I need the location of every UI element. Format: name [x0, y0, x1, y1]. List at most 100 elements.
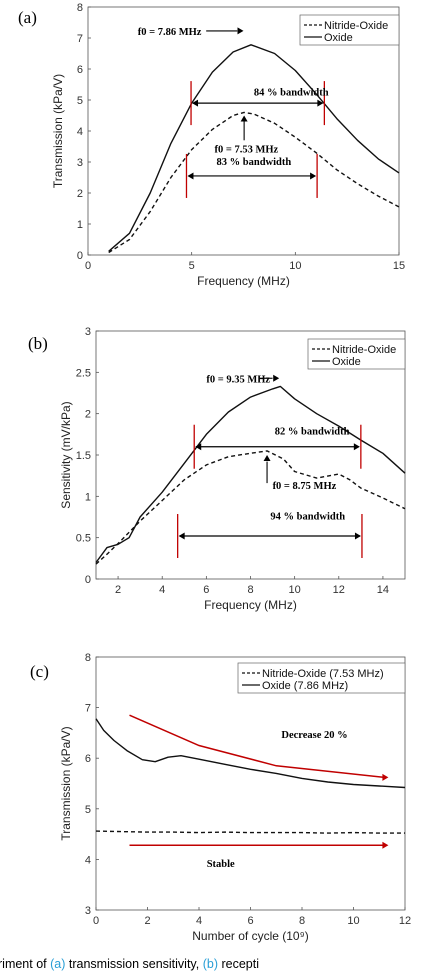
legend-label: Oxide [332, 356, 361, 368]
caption-prefix: riment of [0, 957, 50, 971]
y-tick-label: 1.5 [76, 450, 91, 462]
legend: Nitride-Oxide (7.53 MHz)Oxide (7.86 MHz) [237, 662, 406, 694]
x-tick-label: 4 [159, 584, 165, 596]
x-tick-label: 8 [299, 915, 305, 927]
legend-box [299, 14, 400, 46]
legend-box [307, 338, 406, 370]
chart-a: 0 5 10 15 0 1 2 3 4 5 6 7 8 Frequency (MHz) Transmissi… [18, 2, 405, 288]
legend-label: Nitride-Oxide [324, 20, 388, 32]
x-tick-label: 2 [144, 915, 150, 927]
x-tick-label: 12 [333, 584, 345, 596]
x-tick-label: 10 [289, 584, 301, 596]
y-tick-label: 6 [77, 64, 83, 76]
y-tick-label: 3 [77, 157, 83, 169]
x-tick-label: 4 [196, 915, 202, 927]
bandwidth-arrowhead [195, 443, 202, 451]
legend-box [237, 662, 406, 694]
x-tick-label: 14 [377, 584, 389, 596]
y-tick-label: 0.5 [76, 533, 91, 545]
caption-link-a[interactable]: (a) [50, 957, 65, 971]
y-tick-label: 5 [85, 804, 91, 816]
chart-c: 0 2 4 6 8 10 12 3 4 5 6 7 8 Number of cycle (10⁹) Tran… [30, 652, 411, 943]
peak-pointer-arrowhead [273, 374, 280, 382]
x-tick-label: 10 [347, 915, 359, 927]
plot-frame [95, 656, 406, 911]
annotation-label: 94 % bandwidth [270, 511, 345, 522]
y-tick-label: 4 [85, 854, 91, 866]
annotation-label: f0 = 8.75 MHz [273, 481, 337, 492]
bandwidth-arrowhead [353, 443, 360, 451]
y-tick-label: 0 [77, 250, 83, 262]
chart-b: 2 4 6 8 10 12 14 0 0.5 1 1.5 2 2.5 3 Frequency (MHz) Se… [28, 326, 406, 612]
y-tick-label: 5 [77, 95, 83, 107]
legend-label: Nitride-Oxide (7.53 MHz) [262, 668, 384, 680]
x-tick-label: 6 [203, 584, 209, 596]
x-axis-label: Frequency (MHz) [197, 274, 290, 288]
bandwidth-arrowhead [178, 532, 185, 540]
annotation-label: 83 % bandwidth [217, 157, 292, 168]
bandwidth-arrowhead [317, 99, 324, 107]
annotation-label: 82 % bandwidth [275, 426, 350, 437]
caption-link-b[interactable]: (b) [203, 957, 218, 971]
y-tick-label: 1 [85, 491, 91, 503]
trend-arrowhead [382, 841, 389, 849]
peak-pointer-arrowhead [237, 27, 244, 35]
series-line-solid [108, 44, 400, 252]
x-tick-label: 12 [399, 915, 411, 927]
annotation-label: f0 = 7.53 MHz [214, 145, 278, 156]
series-line-dashed [95, 450, 406, 565]
panel-label: (b) [28, 334, 48, 353]
y-tick-label: 2 [77, 188, 83, 200]
y-tick-label: 8 [77, 2, 83, 14]
annotation-label: f0 = 9.35 MHz [206, 374, 270, 385]
trend-arrowhead [382, 773, 389, 781]
y-tick-label: 0 [85, 574, 91, 586]
series-line-dashed [108, 111, 400, 254]
annotation-label: 84 % bandwidth [254, 87, 329, 98]
x-tick-label: 2 [115, 584, 121, 596]
peak-pointer-arrowhead [240, 115, 248, 122]
annotation-label: Stable [207, 859, 235, 870]
y-tick-label: 2.5 [76, 367, 91, 379]
y-tick-label: 7 [77, 33, 83, 45]
y-tick-label: 1 [77, 219, 83, 231]
series-line-solid [95, 718, 406, 789]
y-tick-label: 3 [85, 905, 91, 917]
annotation-label: Decrease 20 % [281, 730, 347, 741]
x-axis-label: Number of cycle (10⁹) [192, 929, 309, 943]
bandwidth-arrowhead [310, 172, 317, 180]
y-axis-label: Transmission (kPa/V) [59, 726, 73, 840]
annotation-label: f0 = 7.86 MHz [138, 27, 202, 38]
bandwidth-arrowhead [187, 172, 194, 180]
x-tick-label: 15 [393, 260, 405, 272]
caption-middle: transmission sensitivity, [65, 957, 202, 971]
series-line-solid [95, 385, 406, 563]
y-axis-label: Transmission (kPa/V) [51, 74, 65, 188]
caption-suffix: recepti [218, 957, 259, 971]
figure-caption: riment of (a) transmission sensitivity, … [0, 957, 259, 971]
y-tick-label: 8 [85, 652, 91, 664]
y-tick-label: 4 [77, 126, 83, 138]
legend-label: Oxide [324, 32, 353, 44]
x-tick-label: 0 [85, 260, 91, 272]
legend-label: Oxide (7.86 MHz) [262, 680, 348, 692]
x-tick-label: 0 [93, 915, 99, 927]
y-tick-label: 7 [85, 703, 91, 715]
series-line-dashed [95, 830, 405, 834]
x-axis-label: Frequency (MHz) [204, 598, 297, 612]
x-tick-label: 6 [247, 915, 253, 927]
y-tick-label: 3 [85, 326, 91, 338]
panel-label: (c) [30, 662, 49, 681]
trend-arrow [129, 714, 385, 779]
panel-label: (a) [18, 8, 37, 27]
bandwidth-arrowhead [192, 99, 199, 107]
legend-label: Nitride-Oxide [332, 344, 396, 356]
bandwidth-arrowhead [354, 532, 361, 540]
peak-pointer-arrowhead [263, 455, 271, 461]
x-tick-label: 5 [189, 260, 195, 272]
y-axis-label: Sensitivity (mV/kPa) [59, 401, 73, 508]
x-tick-label: 10 [289, 260, 301, 272]
